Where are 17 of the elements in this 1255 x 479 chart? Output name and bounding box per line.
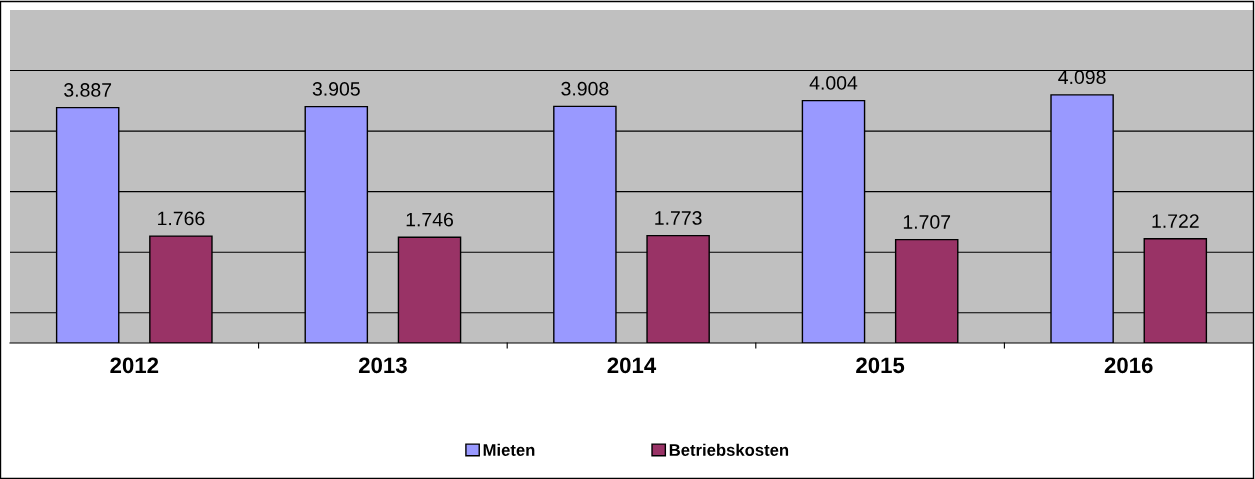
data-label: 1.766: [158, 211, 205, 226]
x-tick-label: 2015: [856, 357, 905, 374]
data-label: 3.908: [561, 81, 609, 96]
data-label: 4.004: [809, 76, 858, 90]
legend-label: Mieten: [483, 443, 535, 456]
x-tick-label: 2016: [1104, 357, 1153, 374]
data-label: 1.722: [1152, 214, 1199, 228]
legend-label: Betriebskosten: [669, 443, 789, 456]
x-tick-label: 2012: [110, 357, 159, 374]
x-tick-label: 2013: [358, 357, 407, 374]
data-label: 1.773: [655, 211, 702, 225]
data-label: 3.905: [312, 82, 360, 96]
data-label: 3.887: [64, 83, 112, 97]
data-label: 4.098: [1058, 70, 1106, 85]
data-label: 1.707: [903, 215, 951, 229]
x-tick-label: 2014: [607, 357, 657, 374]
data-label: 1.746: [406, 212, 453, 227]
